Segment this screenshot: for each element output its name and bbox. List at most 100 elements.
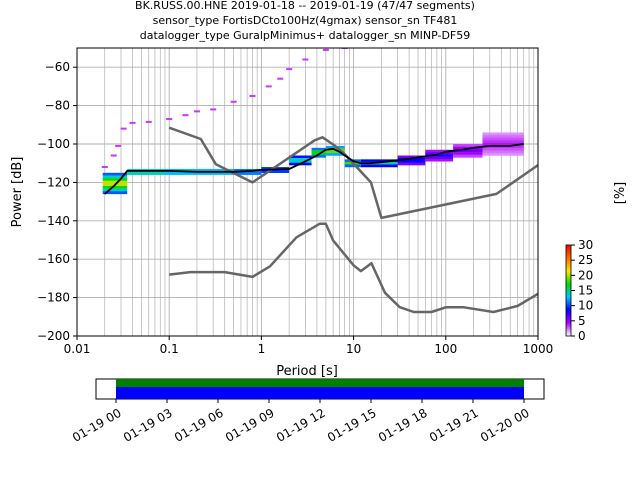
- histogram-cell-sparse: [277, 77, 284, 80]
- colorbar-tick-label: 20: [578, 268, 593, 282]
- timeline-tick-label: 01-19 09: [223, 406, 277, 445]
- timeline-tick-label: 01-19 06: [172, 406, 226, 445]
- histogram-cell: [164, 168, 234, 173]
- x-tick-label: 0.1: [160, 342, 179, 356]
- histogram-cell: [482, 142, 524, 146]
- x-tick-label: 10: [346, 342, 361, 356]
- colorbar-tick-label: 15: [578, 284, 593, 298]
- histogram-cell: [360, 164, 398, 168]
- histogram-cell-sparse: [322, 48, 329, 51]
- histogram-cell: [397, 162, 426, 166]
- histogram-cell: [482, 152, 524, 156]
- histogram-cell: [102, 175, 128, 179]
- y-axis-ticks: −200 −180 −160 −140 −120 −100 −80 −60: [37, 60, 77, 343]
- histogram-cell-sparse: [115, 144, 122, 147]
- colorbar-label: [%]: [613, 182, 628, 205]
- ppsd-plot: 0.01 0.1 1 10 100 1000 −200 −180 −160 −140 −120 −1…: [10, 45, 554, 379]
- colorbar-tick-label: 30: [578, 238, 593, 252]
- histogram-cell: [397, 155, 426, 159]
- histogram-cell: [102, 191, 128, 195]
- plot-frame: [76, 47, 539, 337]
- histogram-cell: [360, 159, 398, 163]
- y-tick-label: −60: [45, 60, 70, 74]
- colorbar-tick-label: 10: [578, 299, 593, 313]
- histogram-cell-sparse: [129, 121, 136, 124]
- x-tick-label: 100: [434, 342, 457, 356]
- title-line-2: sensor_type FortisDCto100Hz(4gmax) senso…: [153, 14, 458, 27]
- x-axis-label: Period [s]: [276, 364, 338, 379]
- histogram-cell: [482, 140, 524, 143]
- histogram-cell-sparse: [101, 166, 108, 169]
- plot-grid: [77, 48, 538, 336]
- histogram-cell: [425, 158, 454, 162]
- histogram-cell-sparse: [378, 45, 384, 47]
- colorbar-gradient: [565, 244, 572, 337]
- histogram-cell-sparse: [120, 127, 127, 130]
- y-axis-label: Power [dB]: [10, 157, 25, 228]
- timeline-tick-label: 01-19 12: [274, 406, 328, 445]
- histogram-cell: [453, 144, 483, 147]
- histogram-cell-sparse: [265, 85, 272, 88]
- y-tick-label: −200: [37, 329, 70, 343]
- histogram-cell-sparse: [210, 108, 217, 111]
- colorbar-tick-label: 25: [578, 253, 593, 267]
- series-line-mode: [104, 143, 524, 195]
- histogram-cell: [233, 171, 262, 175]
- histogram-cell: [482, 150, 524, 154]
- histogram-cell: [453, 152, 483, 155]
- x-axis-ticks: 0.01 0.1 1 10 100 1000: [64, 336, 554, 356]
- y-tick-label: −120: [37, 175, 70, 189]
- histogram-cell: [344, 164, 361, 168]
- histogram-cell: [261, 169, 290, 173]
- y-tick-label: −180: [37, 291, 70, 305]
- timeline-data-bar: [116, 387, 524, 399]
- timeline-tick-label: 01-19 21: [427, 406, 481, 445]
- histogram-cell: [453, 154, 483, 158]
- timeline-tick-label: 01-20 00: [478, 406, 532, 445]
- histogram-cell: [425, 149, 454, 153]
- y-tick-label: −160: [37, 252, 70, 266]
- histogram-cell: [325, 153, 345, 156]
- histogram-cell: [360, 161, 398, 165]
- series-line-noise-model-high: [168, 126, 538, 220]
- histogram-cell: [102, 180, 128, 184]
- y-tick-label: −80: [45, 99, 70, 113]
- psd-series: [104, 126, 538, 314]
- histogram-cell-sparse: [182, 114, 189, 117]
- histogram-cell-sparse: [249, 95, 256, 97]
- x-tick-label: 1: [258, 342, 266, 356]
- histogram-cell-sparse: [302, 58, 309, 61]
- plot-background: [77, 48, 538, 336]
- histogram-cell-sparse: [145, 120, 152, 123]
- histogram-cell: [311, 155, 326, 158]
- title-line-3: datalogger_type GuralpMinimus+ datalogge…: [140, 29, 471, 42]
- histogram-cell: [482, 132, 524, 136]
- timeline-tick-label: 01-19 18: [376, 406, 430, 445]
- histogram-cell: [311, 150, 326, 153]
- timeline-tick-label: 01-19 00: [70, 406, 124, 445]
- colorbar-tick-label: 0: [578, 329, 586, 343]
- histogram-cell: [164, 171, 234, 175]
- title-line-1: BK.RUSS.00.HNE 2019-01-18 -- 2019-01-19 …: [135, 0, 475, 12]
- histogram-cell: [311, 147, 326, 151]
- histogram-cell-sparse: [230, 100, 237, 103]
- histogram-cell: [482, 147, 524, 151]
- x-tick-label: 1000: [523, 342, 554, 356]
- histogram-cell: [289, 157, 312, 161]
- histogram-cell: [453, 149, 483, 153]
- histogram-cell: [397, 160, 426, 163]
- histogram-cell-sparse: [110, 154, 117, 157]
- colorbar-tick-label: 5: [578, 314, 586, 328]
- timeline-gapless-bar: [116, 379, 524, 387]
- histogram-cell: [325, 150, 345, 154]
- histogram-cell: [425, 154, 454, 157]
- histogram-cell: [102, 178, 128, 181]
- histogram-cell: [482, 135, 524, 138]
- histogram-cell-sparse: [166, 118, 173, 121]
- series-line-noise-model-low: [169, 222, 538, 314]
- histogram-cell-sparse: [193, 110, 200, 113]
